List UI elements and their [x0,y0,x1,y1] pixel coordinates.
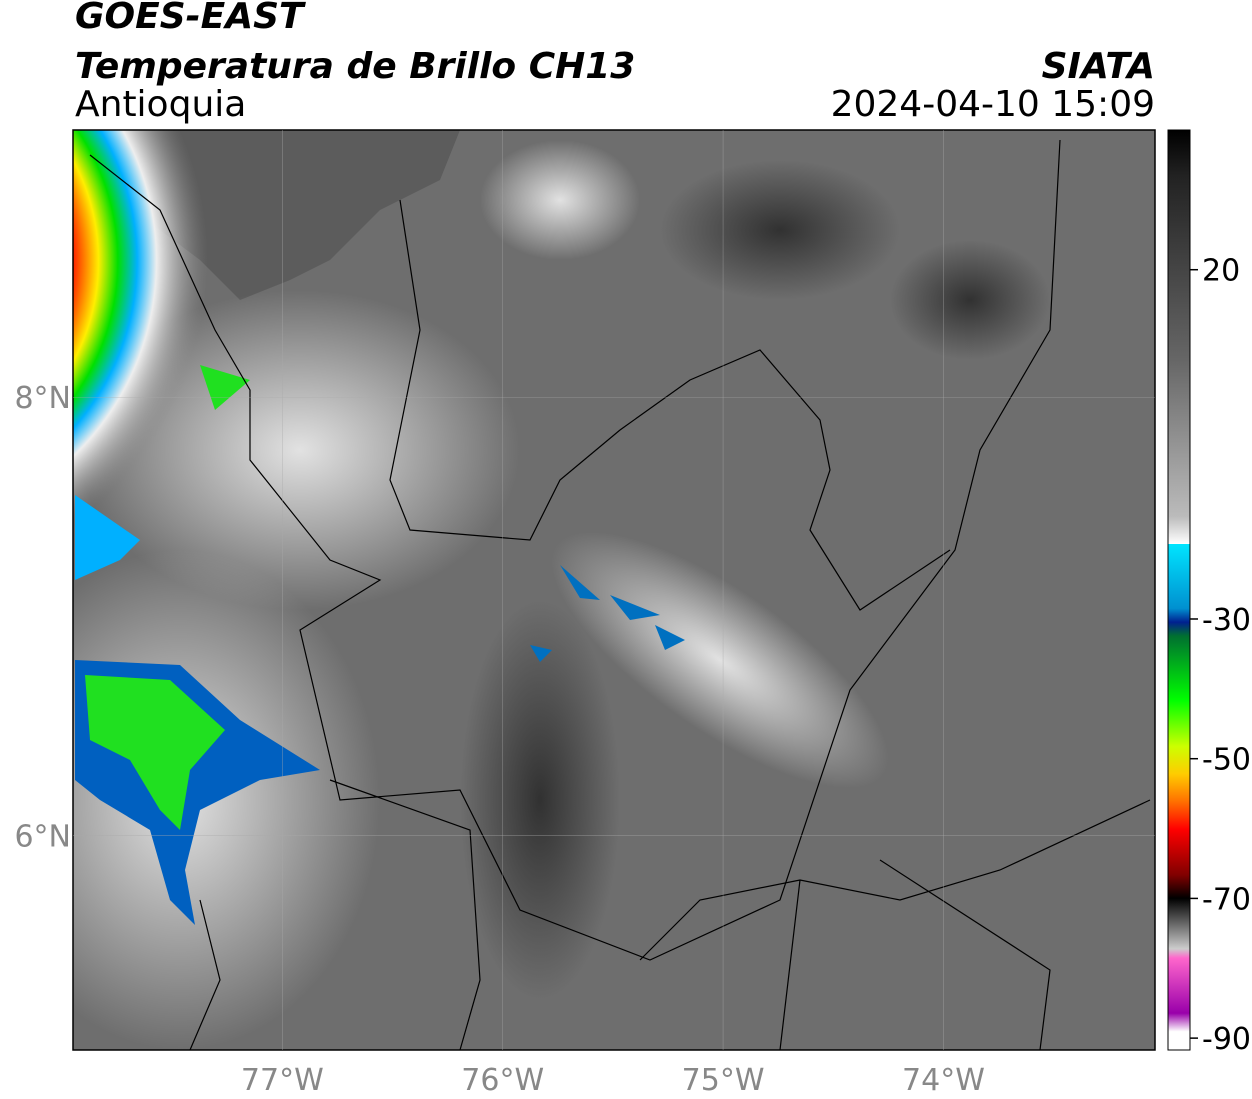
colorbar-tick-label: 20 [1202,254,1240,289]
x-tick-label: 74°W [902,1063,985,1098]
map-frame [72,129,1156,1051]
colorbar-tick-label: -30 [1202,603,1251,638]
x-tick-label: 77°W [241,1063,324,1098]
x-tick-label: 75°W [682,1063,765,1098]
map-image [73,130,1155,1050]
datetime: 2024-04-10 15:09 [831,84,1155,125]
colorbar-tick-label: -90 [1202,1022,1251,1057]
title: GOES-EAST [75,0,306,37]
y-tick-label: 6°N [14,819,71,854]
source: SIATA [1042,46,1155,87]
region: Antioquia [75,84,246,125]
colorbar-tick-label: -50 [1202,743,1251,778]
x-tick-label: 76°W [461,1063,544,1098]
colorbar [1167,129,1191,1051]
colorbar-tick-label: -70 [1202,882,1251,917]
y-tick-label: 8°N [14,381,71,416]
subtitle: Temperatura de Brillo CH13 [75,46,635,87]
